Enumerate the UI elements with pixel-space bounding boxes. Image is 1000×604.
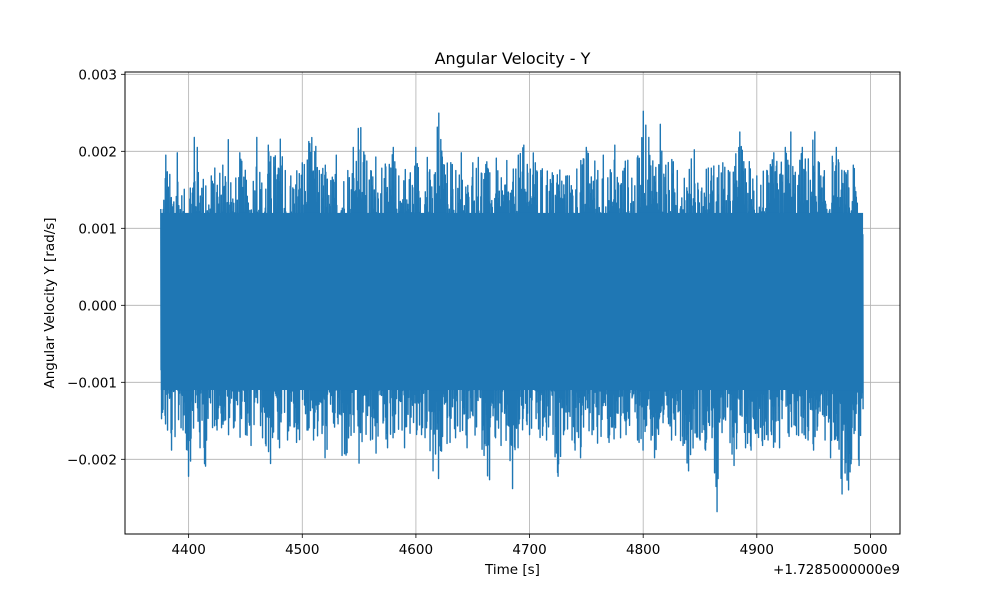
y-tick-label: 0.003: [78, 67, 117, 83]
y-axis-ticks: −0.002 −0.001 0.000 0.001 0.002 0.003: [67, 67, 125, 468]
x-tick-label: 5000: [853, 542, 887, 558]
x-axis-ticks: 4400 4500 4600 4700 4800 4900 5000: [171, 534, 888, 558]
y-tick-label: 0.000: [78, 298, 117, 314]
x-tick-label: 4700: [512, 542, 546, 558]
plot-area: [160, 110, 864, 513]
x-tick-label: 4400: [171, 542, 205, 558]
y-tick-label: −0.001: [67, 375, 117, 391]
y-axis-label: Angular Velocity Y [rad/s]: [42, 217, 58, 388]
x-tick-label: 4900: [740, 542, 774, 558]
chart-title: Angular Velocity - Y: [435, 49, 591, 68]
x-tick-label: 4800: [626, 542, 660, 558]
y-tick-label: −0.002: [67, 452, 117, 468]
x-axis-offset-label: +1.7285000000e9: [773, 562, 900, 578]
x-axis-label: Time [s]: [484, 562, 540, 578]
y-tick-label: 0.001: [78, 221, 117, 237]
series-dense-band: [160, 212, 864, 391]
x-tick-label: 4500: [285, 542, 319, 558]
y-tick-label: 0.002: [78, 144, 117, 160]
x-tick-label: 4600: [399, 542, 433, 558]
axes-frame: [124, 71, 901, 535]
